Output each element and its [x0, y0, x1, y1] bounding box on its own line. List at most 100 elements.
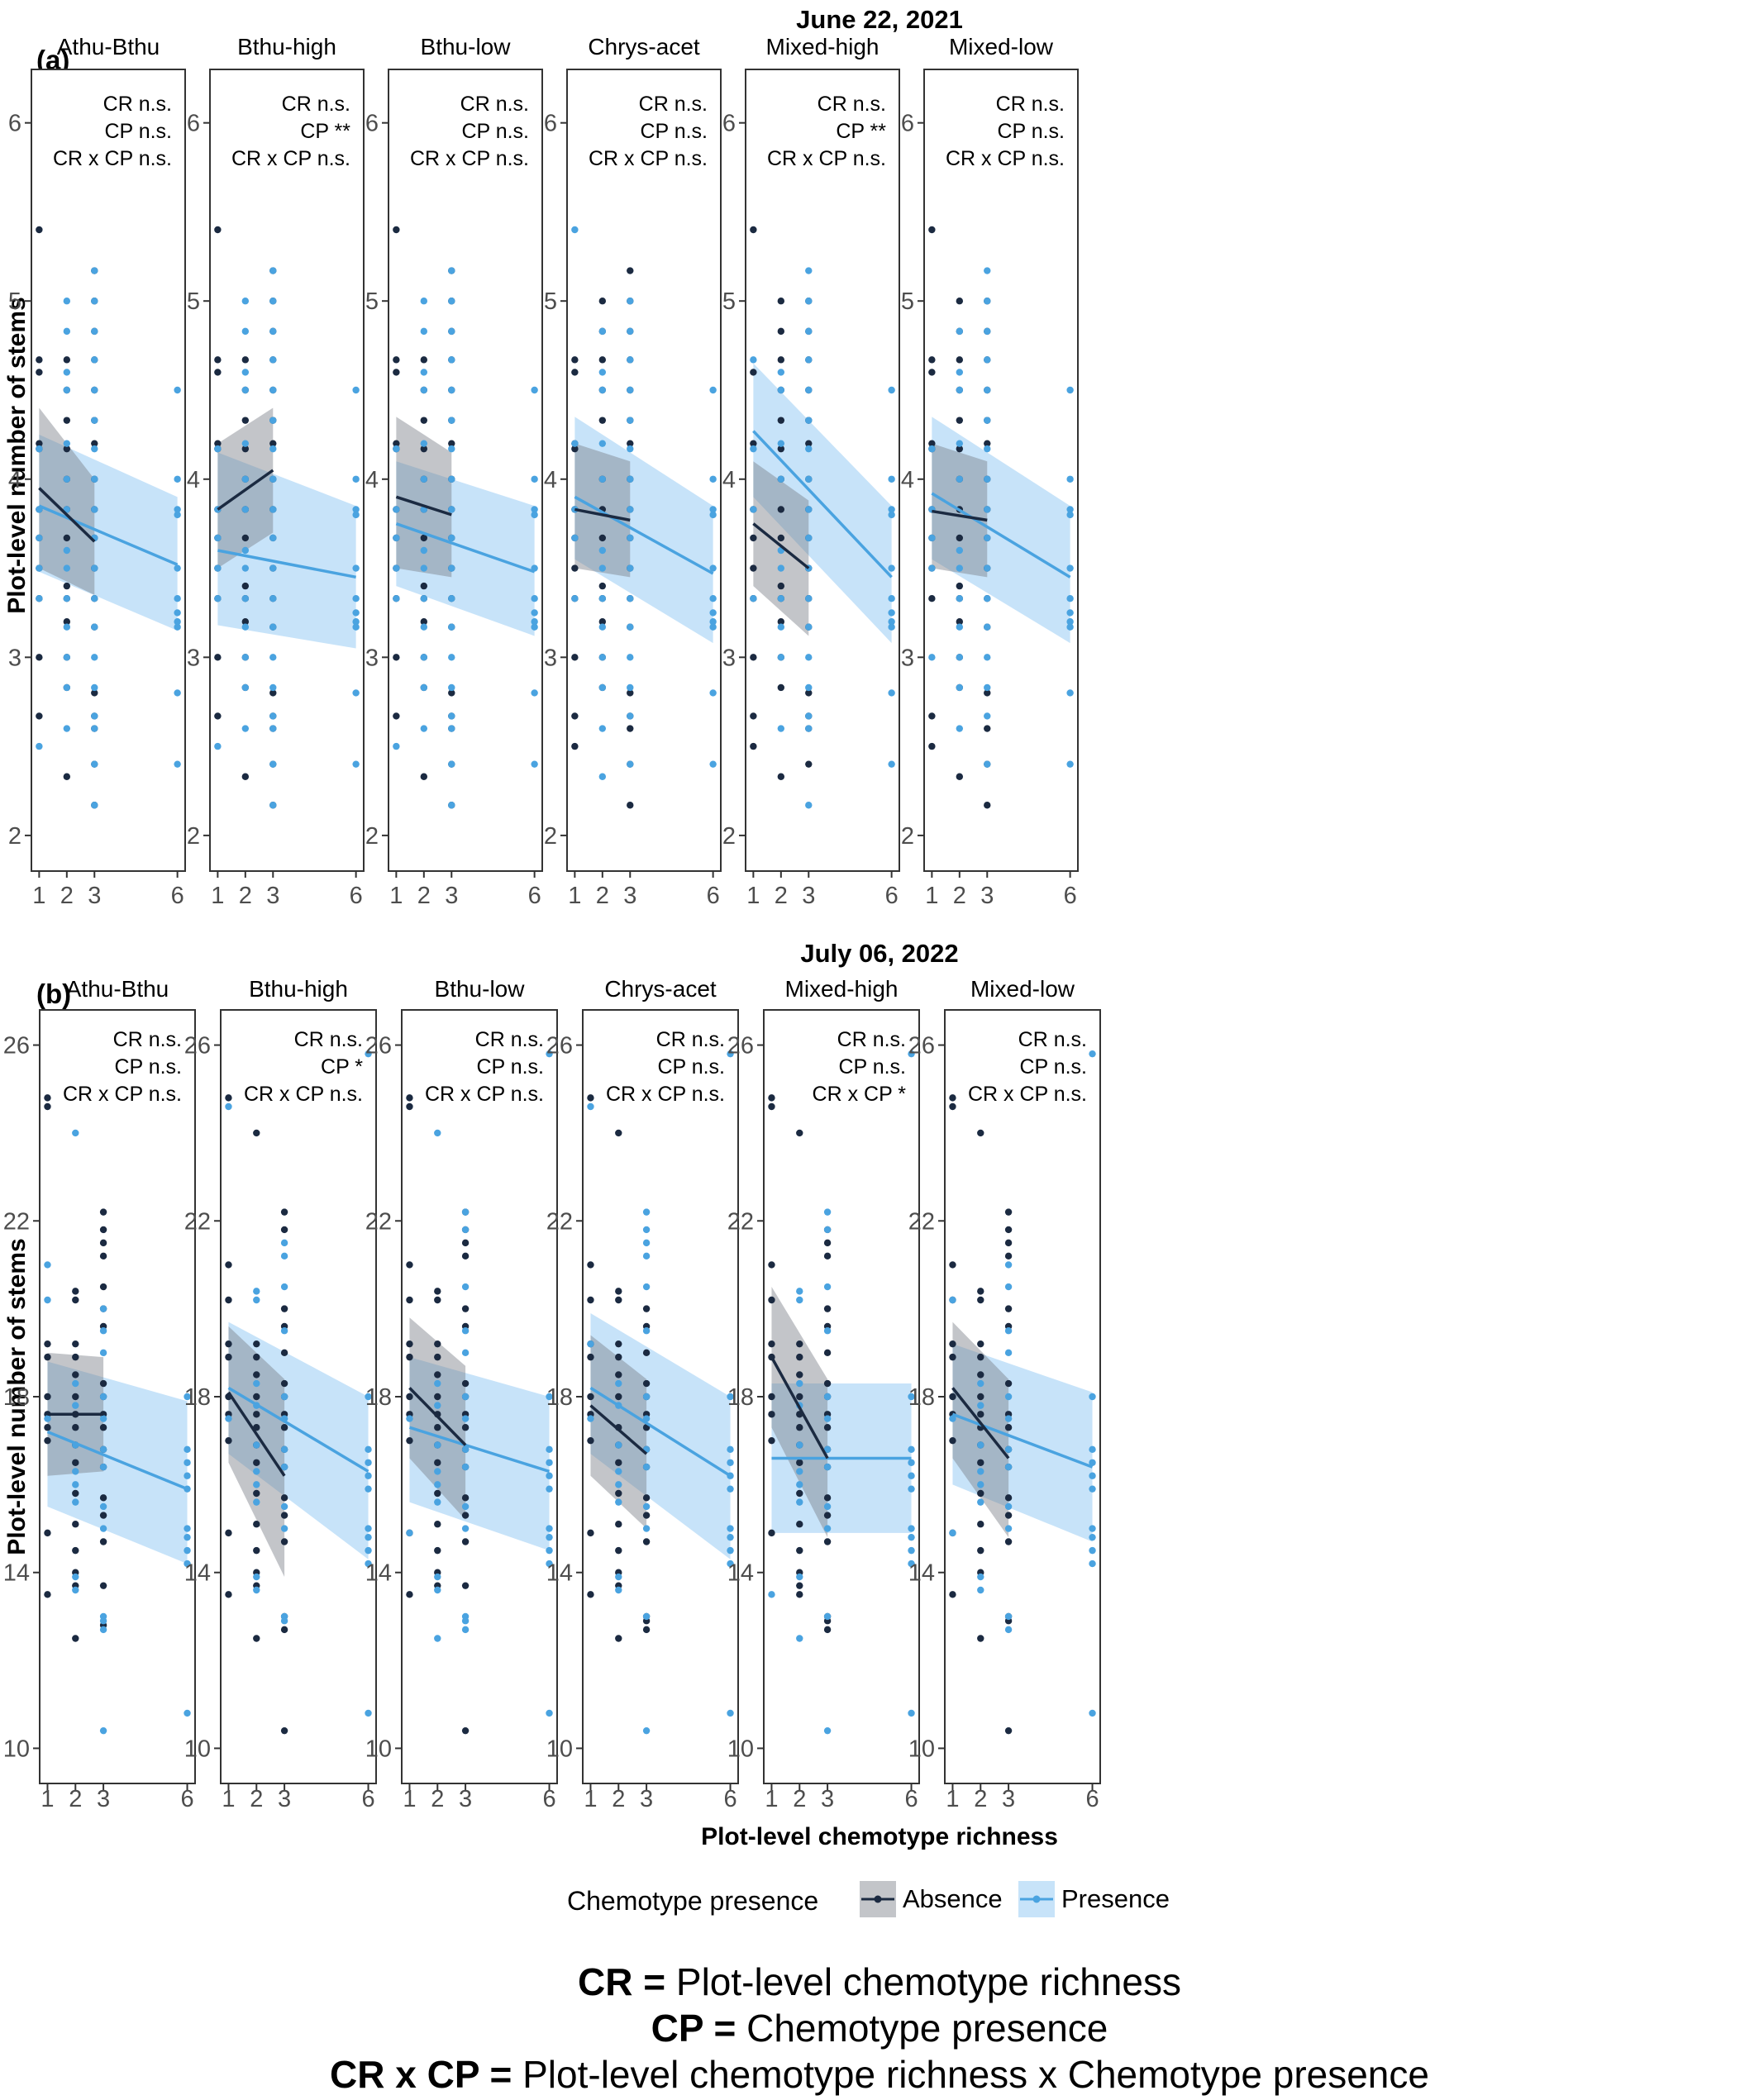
absence-point: [63, 582, 71, 590]
presence-point: [531, 609, 538, 617]
absence-point: [823, 1239, 832, 1247]
presence-point: [434, 1468, 441, 1475]
footnote-cp-key: CP =: [651, 2007, 736, 2050]
absence-point: [598, 618, 607, 626]
absence-point: [984, 802, 991, 809]
presence-point: [888, 506, 895, 513]
x-tick-label: 3: [623, 883, 636, 909]
panel-mixed-high: Mixed-high CR n.s. CP n.s. CR x CP * 10 14 18 2…: [727, 976, 920, 1812]
absence-point: [615, 1635, 622, 1642]
y-tick-label: 18: [184, 1384, 211, 1411]
absence-fit-line: [932, 509, 988, 522]
x-tick-label: 6: [171, 883, 184, 909]
stat-label: CR x CP n.s.: [53, 147, 172, 170]
presence-point: [805, 712, 813, 720]
x-tick-label: 2: [250, 1786, 263, 1812]
footnote-crxcp-key: CR x CP =: [330, 2053, 512, 2096]
presence-point: [949, 1296, 956, 1304]
presence-point: [393, 506, 400, 513]
presence-point: [598, 369, 607, 376]
presence-point: [1004, 1626, 1013, 1634]
presence-point: [225, 1415, 232, 1422]
presence-point: [615, 1586, 622, 1594]
presence-point: [956, 475, 964, 483]
absence-point: [796, 1393, 803, 1401]
y-tick-label: 14: [908, 1560, 935, 1587]
footnote-cp: CP = Chemotype presence: [0, 2005, 1759, 2051]
y-tick-label: 4: [544, 467, 557, 493]
absence-point: [420, 356, 428, 364]
presence-point: [598, 327, 607, 336]
y-tick-label: 4: [187, 467, 200, 493]
absence-point: [977, 1129, 984, 1137]
panel-title: Chrys-acet: [604, 976, 717, 1002]
presence-point: [393, 595, 400, 602]
absence-point: [44, 1353, 51, 1361]
presence-point: [709, 475, 717, 483]
presence-point: [823, 1393, 832, 1401]
presence-point: [1004, 1502, 1013, 1511]
absence-point: [587, 1529, 594, 1537]
presence-point: [420, 386, 428, 394]
presence-point: [709, 760, 717, 768]
presence-point: [949, 1529, 956, 1537]
presence-point: [709, 689, 717, 697]
presence-point: [1089, 1050, 1096, 1058]
presence-point: [531, 511, 538, 519]
y-tick-label: 6: [901, 111, 914, 137]
absence-point: [1004, 1726, 1013, 1735]
absence-point: [269, 689, 277, 697]
y-tick-label: 3: [901, 645, 914, 671]
presence-point: [280, 1283, 288, 1291]
stat-label: CR x CP n.s.: [63, 1083, 182, 1106]
absence-point: [241, 773, 250, 780]
presence-point: [91, 445, 98, 453]
presence-point: [956, 369, 964, 376]
x-tick-label: 1: [765, 1786, 778, 1812]
presence-point: [184, 1533, 191, 1541]
absence-point: [253, 1459, 260, 1466]
absence-point: [587, 1094, 594, 1102]
absence-point: [99, 1283, 107, 1291]
absence-point: [571, 564, 579, 572]
presence-point: [531, 475, 538, 483]
presence-ci-ribbon: [590, 1312, 731, 1560]
absence-point: [99, 1208, 107, 1216]
absence-point: [977, 1340, 984, 1348]
absence-point: [805, 760, 813, 768]
presence-point: [1004, 1415, 1013, 1422]
absence-point: [72, 1353, 79, 1361]
presence-point: [571, 595, 579, 602]
absence-point: [434, 1546, 441, 1555]
presence-point: [91, 506, 98, 513]
presence-point: [174, 506, 181, 513]
presence-ci-ribbon: [39, 434, 178, 631]
panel-title: Mixed-high: [766, 34, 880, 60]
y-tick-label: 3: [544, 645, 557, 671]
presence-point: [1089, 1393, 1096, 1401]
y-tick-label: 6: [8, 111, 21, 137]
absence-point: [44, 1529, 51, 1537]
presence-point: [1089, 1485, 1096, 1493]
presence-point: [777, 440, 785, 447]
panel-mixed-low: Mixed-low CR n.s. CP n.s. CR x CP n.s. 10 14 1…: [908, 976, 1101, 1812]
x-tick-label: 3: [266, 883, 279, 909]
absence-point: [36, 712, 43, 720]
presence-point: [36, 595, 43, 602]
y-tick-label: 6: [722, 111, 736, 137]
presence-point: [365, 1709, 372, 1717]
absence-point: [956, 618, 964, 626]
y-tick-label: 22: [546, 1208, 573, 1235]
absence-point: [615, 1489, 622, 1498]
presence-point: [1089, 1546, 1096, 1555]
presence-point: [627, 534, 634, 542]
y-tick-label: 18: [908, 1384, 935, 1411]
presence-point: [805, 725, 813, 732]
presence-point: [615, 1468, 622, 1475]
presence-point: [365, 1445, 372, 1454]
presence-point: [908, 1393, 915, 1401]
x-tick-label: 2: [793, 1786, 806, 1812]
absence-point: [36, 440, 43, 447]
